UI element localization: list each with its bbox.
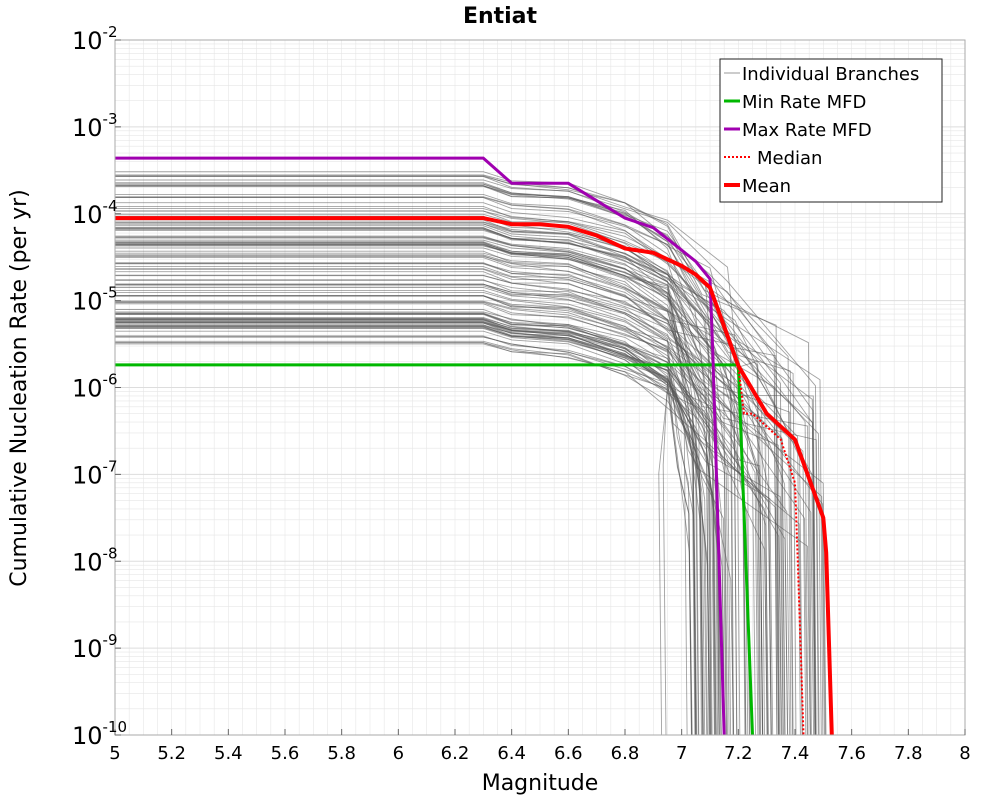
- y-tick-label: 10-3: [72, 110, 118, 142]
- branch-line: [115, 193, 780, 736]
- x-axis-label: Magnitude: [482, 771, 599, 796]
- x-tick-label: 5.8: [327, 743, 356, 764]
- x-tick-label: 7.6: [837, 743, 866, 764]
- branch-line: [115, 316, 693, 736]
- y-tick-label: 10-9: [72, 631, 118, 663]
- branch-line: [115, 342, 693, 736]
- x-tick-label: 7: [676, 743, 687, 764]
- branch-line: [115, 289, 688, 736]
- mean-line: [115, 216, 834, 736]
- branch-line: [115, 263, 827, 736]
- x-tick-label: 6.8: [611, 743, 640, 764]
- branch-line: [115, 241, 741, 736]
- branch-line: [115, 283, 760, 736]
- branch-line: [115, 202, 778, 736]
- branch-line: [115, 325, 668, 736]
- y-axis-label: Cumulative Nucleation Rate (per yr): [7, 189, 32, 587]
- legend-label-mean: Mean: [742, 176, 791, 197]
- branch-line: [115, 303, 749, 736]
- branch-line: [115, 340, 704, 736]
- branch-line: [115, 326, 704, 736]
- x-tick-label: 6.4: [497, 743, 526, 764]
- x-tick-label: 5.2: [157, 743, 186, 764]
- branch-line: [115, 301, 747, 736]
- y-tick-label: 10-10: [72, 718, 127, 750]
- branch-line: [115, 208, 817, 736]
- branch-line: [115, 183, 712, 736]
- x-tick-label: 6.2: [441, 743, 470, 764]
- branch-line: [115, 309, 697, 736]
- branch-line: [115, 241, 778, 736]
- x-tick-label: 5.6: [271, 743, 300, 764]
- x-axis-ticks: 5 5.2 5.4 5.6 5.8 6 6.2 6.4 6.6 6.8 7 7.2 7.4 7.6 7.8 8: [109, 729, 971, 764]
- branch-line: [115, 320, 708, 736]
- branch-line: [115, 291, 825, 736]
- branch-line: [115, 175, 819, 736]
- branch-line: [115, 205, 809, 736]
- y-tick-label: 10-7: [72, 457, 118, 489]
- branch-line: [115, 210, 822, 736]
- branch-line: [115, 255, 713, 736]
- branch-line: [115, 322, 722, 736]
- legend-label-branches: Individual Branches: [742, 64, 919, 85]
- branch-line: [115, 185, 734, 736]
- branch-line: [115, 266, 772, 736]
- branch-line: [115, 210, 797, 736]
- legend-box: [719, 58, 943, 203]
- x-tick-label: 7.4: [781, 743, 810, 764]
- y-tick-label: 10-6: [72, 371, 118, 403]
- branch-line: [115, 197, 794, 736]
- branch-line: [115, 213, 807, 736]
- branch-line: [115, 174, 780, 736]
- y-tick-label: 10-8: [72, 544, 118, 576]
- individual-branches: [115, 171, 827, 736]
- x-tick-label: 5.4: [214, 743, 243, 764]
- series: [115, 156, 834, 736]
- x-tick-label: 7.2: [724, 743, 753, 764]
- x-tick-label: 7.8: [894, 743, 923, 764]
- legend-label-median: Median: [757, 148, 822, 169]
- branch-line: [115, 268, 782, 736]
- grid: [114, 40, 966, 736]
- y-tick-label: 10-4: [72, 197, 118, 229]
- branch-line: [115, 300, 703, 736]
- branch-line: [115, 342, 774, 736]
- branch-line: [115, 247, 801, 736]
- branch-line: [115, 283, 808, 736]
- y-axis-ticks: 10-2 10-3 10-4 10-5 10-6 10-7 10-8 10-9 10-10: [72, 23, 127, 750]
- x-tick-label: 5: [109, 743, 120, 764]
- branch-line: [115, 313, 811, 736]
- branch-line: [115, 275, 826, 736]
- y-tick-label: 10-5: [72, 284, 118, 316]
- x-tick-label: 6: [393, 743, 404, 764]
- branch-line: [115, 295, 750, 736]
- x-tick-label: 6.6: [554, 743, 583, 764]
- branch-line: [115, 312, 717, 736]
- branch-line: [115, 227, 803, 736]
- chart-title: Entiat: [463, 4, 538, 29]
- branch-line: [115, 279, 764, 736]
- legend: Individual Branches Min Rate MFD Max Rat…: [719, 58, 943, 203]
- branch-line: [115, 254, 816, 736]
- x-tick-label: 8: [959, 743, 970, 764]
- branch-line: [115, 235, 727, 736]
- legend-label-max: Max Rate MFD: [742, 120, 872, 141]
- legend-label-min: Min Rate MFD: [742, 92, 866, 113]
- y-tick-label: 10-2: [72, 23, 118, 55]
